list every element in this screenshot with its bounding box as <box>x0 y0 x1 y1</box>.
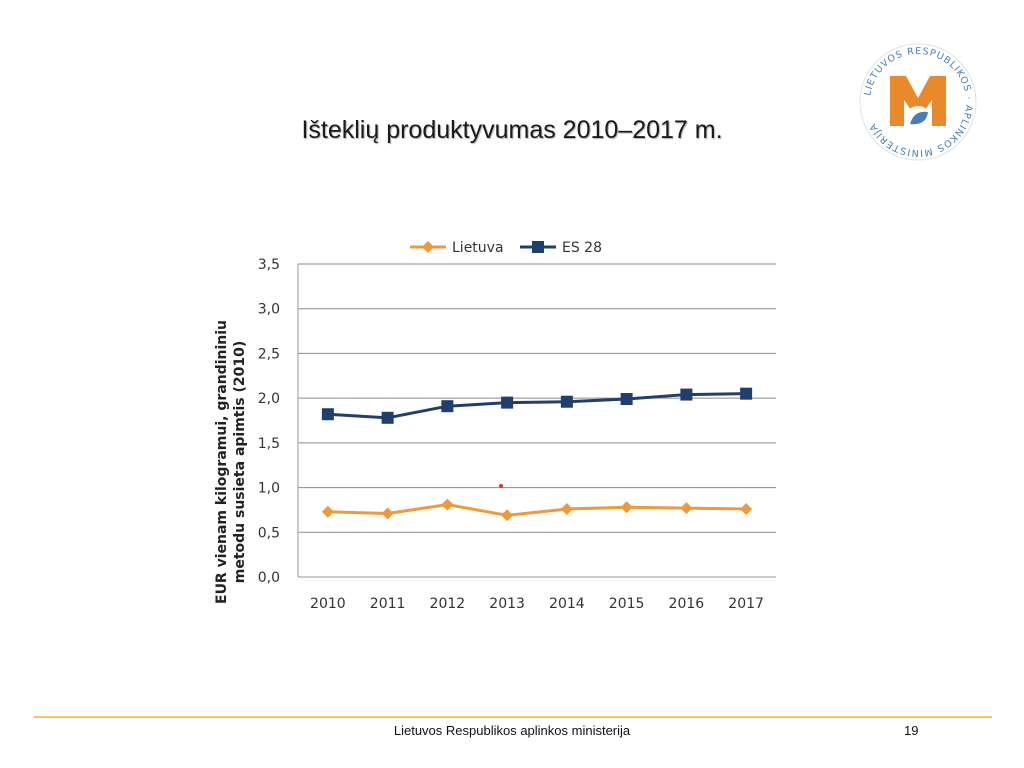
data-point <box>680 502 693 515</box>
x-tick-label: 2012 <box>430 596 466 612</box>
x-tick-label: 2010 <box>310 596 346 612</box>
chart-grid <box>297 263 776 578</box>
data-point <box>680 388 693 401</box>
data-point <box>620 501 633 514</box>
y-tick-label: 1,0 <box>258 481 280 497</box>
data-point <box>381 411 394 424</box>
y-tick-label: 0,0 <box>258 570 280 586</box>
slide-title: Išteklių produktyvumas 2010–2017 m. <box>301 116 723 144</box>
y-tick-labels: 0,0 0,5 1,0 1,5 2,0 2,5 3,0 3,5 <box>258 257 280 586</box>
data-point <box>740 387 753 400</box>
ministry-logo: LIETUVOS RESPUBLIKOS · APLINKOS MINISTER… <box>859 43 977 161</box>
data-point <box>441 400 454 413</box>
y-tick-label: 0,5 <box>258 525 280 541</box>
chart-legend: Lietuva ES 28 <box>410 240 602 256</box>
x-tick-label: 2016 <box>669 596 705 612</box>
x-tick-label: 2017 <box>728 596 764 612</box>
legend-label: Lietuva <box>452 240 504 256</box>
logo-leaf-icon <box>910 111 928 125</box>
legend-marker <box>532 241 544 253</box>
x-tick-label: 2011 <box>370 596 406 612</box>
stray-dot <box>499 484 503 488</box>
y-tick-label: 3,5 <box>258 257 280 273</box>
series-line <box>327 503 747 517</box>
data-point <box>620 393 633 406</box>
x-tick-label: 2014 <box>549 596 585 612</box>
logo-m-shape <box>890 76 946 126</box>
series-lines <box>327 392 747 517</box>
data-point <box>501 509 514 522</box>
y-tick-label: 3,0 <box>258 302 280 318</box>
data-point <box>740 503 753 516</box>
data-point <box>321 505 334 518</box>
y-axis-label-line-2: metodu susieta apimtis (2010) <box>232 341 248 584</box>
data-point <box>501 396 514 409</box>
x-tick-labels: 2010 2011 2012 2013 2014 2015 2016 2017 <box>310 596 764 612</box>
footer-divider <box>34 716 992 718</box>
y-axis-label-line-1: EUR vienam kilogramui, grandininiu <box>214 320 230 604</box>
y-tick-label: 2,5 <box>258 346 280 362</box>
y-tick-label: 2,0 <box>258 391 280 407</box>
legend-marker <box>422 241 434 253</box>
series-markers <box>321 387 753 522</box>
y-tick-label: 1,5 <box>258 436 280 452</box>
data-point <box>321 408 334 421</box>
series-line <box>327 392 747 420</box>
x-tick-label: 2015 <box>609 596 645 612</box>
data-point <box>560 395 573 408</box>
data-point <box>560 503 573 516</box>
legend-label: ES 28 <box>562 240 602 256</box>
footer-ministry-name: Lietuvos Respublikos aplinkos ministerij… <box>393 723 631 738</box>
x-tick-label: 2013 <box>489 596 525 612</box>
resource-productivity-chart: 0,00,51,01,52,02,53,03,5 2010 2011 2012 201… <box>214 240 776 612</box>
data-point <box>441 498 454 511</box>
data-point <box>381 507 394 520</box>
page-number: 19 <box>904 723 919 738</box>
